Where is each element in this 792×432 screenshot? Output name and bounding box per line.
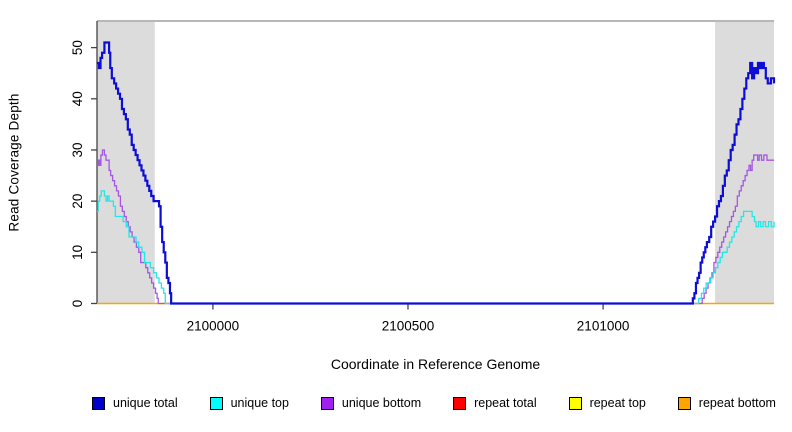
series-unique-bottom xyxy=(97,149,774,305)
legend-swatch-icon xyxy=(209,396,223,410)
legend-label: unique top xyxy=(230,396,289,410)
legend-swatch-icon xyxy=(320,396,334,410)
series-unique-total xyxy=(97,41,776,305)
legend-item: unique top xyxy=(209,396,289,410)
legend-label: unique bottom xyxy=(341,396,422,410)
legend-label: repeat top xyxy=(589,396,646,410)
legend-item: unique bottom xyxy=(320,396,422,410)
legend-item: unique total xyxy=(92,396,178,410)
series-unique-top xyxy=(97,190,775,305)
y-tick-label: 10 xyxy=(70,245,85,260)
right-masked-region xyxy=(715,22,774,303)
x-tick-label: 2100500 xyxy=(382,319,435,334)
legend-label: repeat total xyxy=(474,396,537,410)
legend-item: repeat total xyxy=(453,396,537,410)
y-tick-label: 0 xyxy=(70,300,85,308)
y-tick-label: 30 xyxy=(70,142,85,157)
legend-swatch-icon xyxy=(677,396,691,410)
legend-swatch-icon xyxy=(453,396,467,410)
legend-item: repeat bottom xyxy=(677,396,776,410)
legend-label: repeat bottom xyxy=(698,396,776,410)
legend-label: unique total xyxy=(113,396,178,410)
y-axis-title: Read Coverage Depth xyxy=(6,93,22,232)
left-masked-region xyxy=(97,22,155,303)
legend-swatch-icon xyxy=(568,396,582,410)
x-tick-label: 2100000 xyxy=(187,319,240,334)
coverage-plot: 0 10 20 30 40 50 2100000 2100500 2101000 xyxy=(70,20,776,334)
legend-item: repeat top xyxy=(568,396,646,410)
x-axis-title: Coordinate in Reference Genome xyxy=(330,356,541,372)
legend-swatch-icon xyxy=(92,396,105,410)
y-tick-label: 40 xyxy=(70,91,85,106)
x-tick-label: 2101000 xyxy=(577,319,630,334)
y-tick-label: 50 xyxy=(70,40,85,55)
legend: unique total unique top unique bottom repea… xyxy=(92,396,776,410)
y-tick-label: 20 xyxy=(70,194,85,209)
